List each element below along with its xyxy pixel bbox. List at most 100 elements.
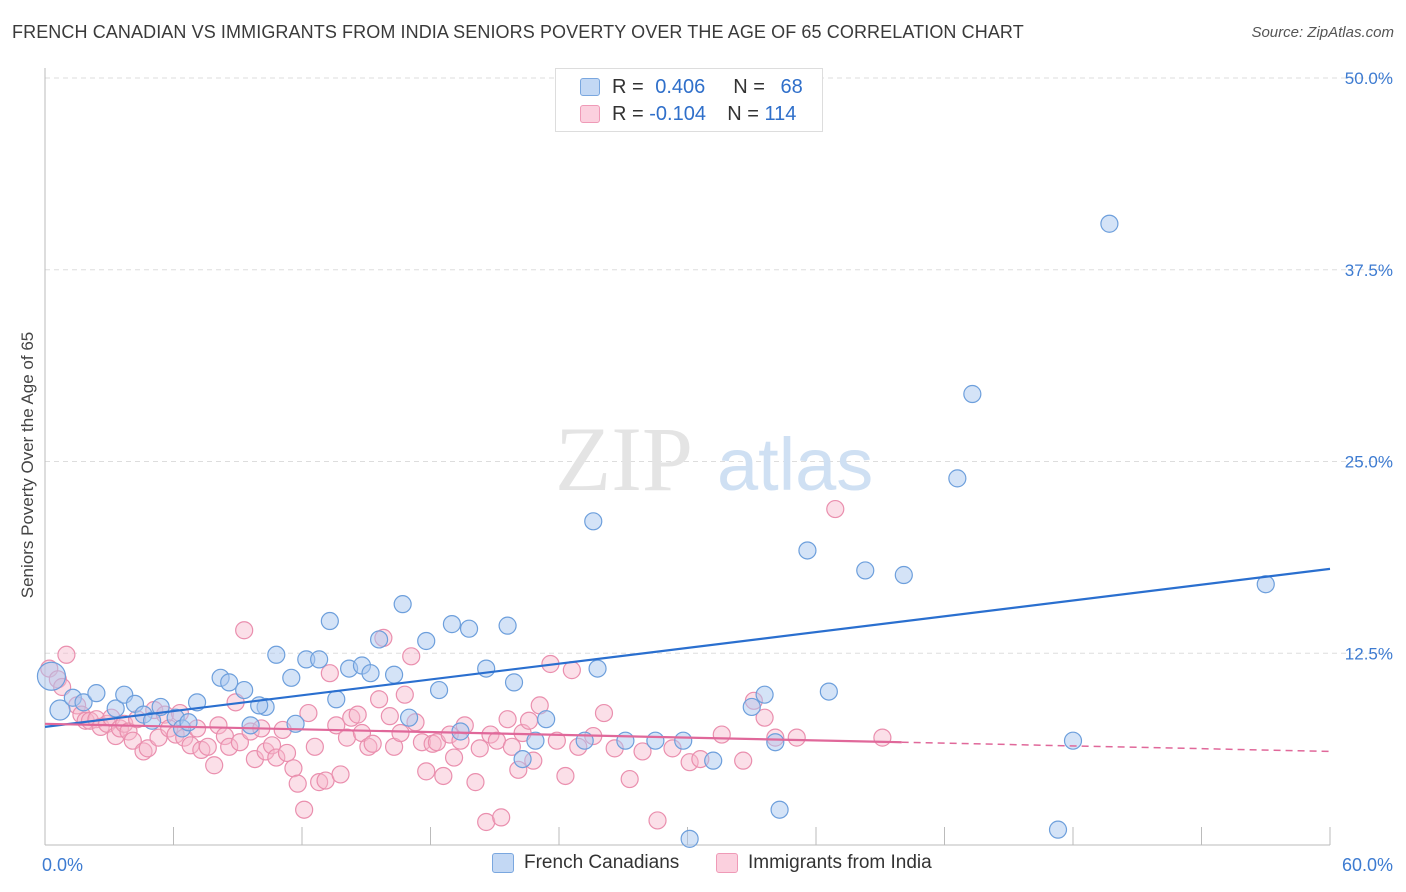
series-french-canadians-points — [36, 214, 1275, 848]
india-point — [348, 705, 367, 724]
india-point — [734, 751, 753, 770]
legend-r-value: -0.104 — [649, 102, 706, 125]
french-canadian-point — [393, 595, 412, 614]
french-canadian-point — [220, 673, 239, 692]
india-point — [502, 737, 521, 756]
french-canadian-point — [370, 630, 389, 649]
french-canadian-point — [399, 708, 419, 727]
india-point — [787, 728, 806, 747]
french-canadian-point — [451, 722, 470, 741]
india-point — [331, 765, 350, 784]
french-canadian-point — [584, 512, 603, 531]
trend-line-india — [44, 722, 902, 744]
india-point — [444, 748, 464, 767]
french-canadian-point — [310, 650, 329, 669]
french-canadian-point — [819, 682, 838, 701]
india-point — [299, 703, 318, 723]
legend-row-india: R = -0.104 N = 114 — [580, 101, 796, 127]
india-point — [826, 499, 845, 519]
legend-n-value: 68 — [780, 75, 803, 98]
bottom-legend-swatch-pink — [716, 853, 738, 873]
french-canadian-point — [179, 713, 198, 732]
india-point — [205, 756, 224, 775]
french-canadian-point — [798, 541, 817, 560]
india-point — [712, 725, 731, 744]
grid-lines — [45, 77, 1392, 654]
india-point — [434, 766, 453, 786]
india-point — [277, 743, 297, 763]
legend-row-french-canadians: R = 0.406 N = 68 — [580, 74, 803, 100]
french-canadian-point — [894, 565, 913, 585]
french-canadian-point — [513, 749, 532, 769]
india-point — [498, 710, 517, 729]
india-point — [123, 731, 142, 750]
french-canadian-point — [1063, 731, 1083, 750]
french-canadian-point — [674, 731, 693, 750]
french-canadian-point — [526, 731, 545, 750]
india-point — [267, 748, 286, 767]
french-canadian-point — [327, 690, 346, 709]
india-point — [680, 753, 699, 772]
india-point — [198, 737, 217, 756]
french-canadian-point — [241, 716, 260, 735]
bottom-legend-india: Immigrants from India — [716, 852, 932, 874]
india-point — [305, 737, 324, 756]
india-point — [310, 773, 329, 792]
french-canadian-point — [384, 665, 404, 684]
india-point — [391, 723, 410, 743]
y-axis-label-container: Seniors Poverty Over the Age of 65 — [18, 332, 38, 598]
legend-n-label: N = — [727, 102, 759, 125]
legend-swatch-blue — [580, 78, 600, 96]
french-canadian-point — [856, 561, 875, 580]
french-canadian-point — [770, 800, 789, 819]
french-canadian-point — [680, 829, 699, 848]
bottom-legend-french-canadians: French Canadians — [492, 852, 679, 874]
y-axis-label: Seniors Poverty Over the Age of 65 — [18, 331, 37, 599]
legend: R = 0.406 N = 68 R = -0.104 N = 114 — [555, 68, 823, 132]
french-canadian-point — [320, 611, 339, 631]
french-canadian-point — [106, 699, 125, 718]
india-point — [220, 737, 239, 756]
india-point — [519, 711, 539, 730]
india-point — [370, 690, 389, 709]
french-canadian-point — [504, 673, 524, 692]
french-canadian-point — [267, 645, 286, 664]
french-canadian-point — [616, 731, 635, 750]
french-canadian-point — [1100, 214, 1119, 233]
french-canadian-point — [477, 659, 496, 678]
french-canadian-point — [948, 469, 967, 488]
india-point — [556, 766, 575, 786]
y-tick-label: 25.0% — [1345, 453, 1393, 472]
french-canadian-point — [498, 616, 517, 635]
french-canadian-point — [537, 710, 556, 729]
india-point — [380, 707, 399, 726]
french-canadian-point — [588, 659, 607, 678]
legend-r-label: R = — [612, 75, 644, 98]
x-tick-label: 0.0% — [42, 855, 83, 875]
trend-line-french-canadians — [44, 567, 1331, 728]
india-point — [284, 759, 303, 778]
india-point — [320, 664, 339, 683]
french-canadian-point — [361, 664, 380, 683]
india-point — [562, 661, 581, 680]
chart-title: FRENCH CANADIAN VS IMMIGRANTS FROM INDIA… — [12, 22, 1024, 42]
india-point — [138, 739, 157, 758]
french-canadian-point — [766, 733, 785, 752]
tick-labels: 12.5% 25.0% 37.5% 50.0% 0.0% 60.0% — [42, 69, 1393, 875]
french-canadian-point — [87, 684, 106, 703]
india-point — [477, 812, 496, 832]
india-point — [119, 722, 138, 741]
french-canadian-point — [282, 668, 301, 687]
india-point — [755, 708, 774, 727]
watermark-atlas: atlas — [717, 423, 873, 506]
french-canadian-point — [963, 384, 982, 404]
french-canadian-point — [74, 693, 93, 712]
french-canadian-point — [49, 699, 71, 721]
french-canadian-point — [442, 615, 462, 634]
india-point — [402, 647, 421, 666]
trend-line-india-extension — [901, 741, 1331, 753]
india-point — [466, 773, 485, 792]
french-canadian-point — [742, 697, 761, 717]
india-point — [209, 716, 228, 735]
